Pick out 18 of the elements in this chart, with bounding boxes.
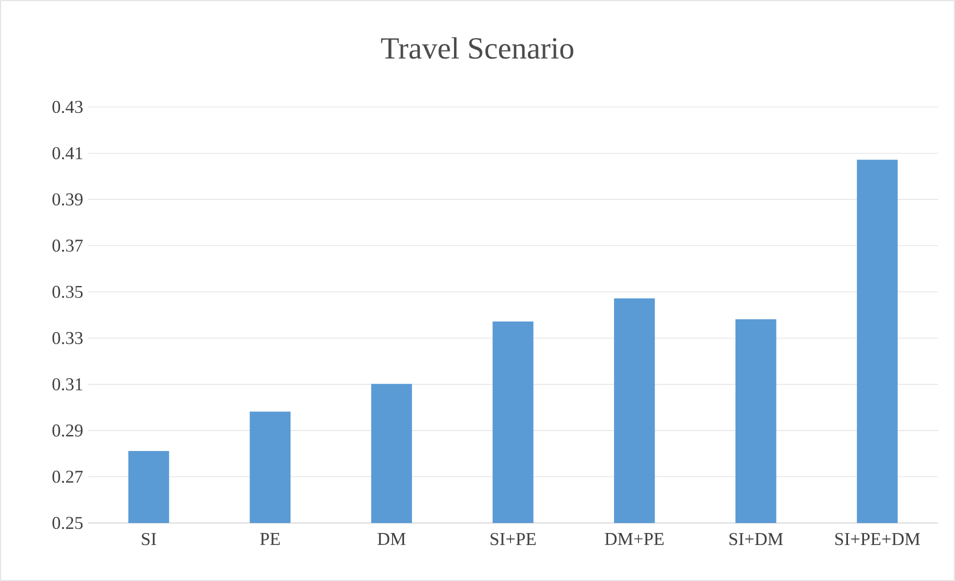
y-tick-label: 0.41 [52,147,82,160]
x-tick-label: DM+PE [604,533,664,545]
y-tick-label: 0.33 [52,332,83,344]
x-tick-label: SI+DM [729,533,783,546]
y-tick-label: 0.27 [52,470,83,483]
y-tick-label: 0.25 [52,516,83,530]
y-tick-label: 0.31 [52,378,82,390]
x-tick-label: DM [378,533,406,545]
chart-title: Travel Scenario [381,37,574,59]
y-tick-label: 0.43 [52,100,83,114]
x-tick-label: SI [142,533,156,546]
x-tick-label: SI+PE+DM [835,533,920,546]
y-tick-label: 0.37 [52,240,83,252]
x-tick-label: SI+PE [490,533,536,546]
y-tick-label: 0.35 [52,286,83,298]
y-tick-label: 0.29 [52,424,83,437]
x-tick-label: PE [260,533,280,545]
y-tick-label: 0.39 [52,193,83,206]
